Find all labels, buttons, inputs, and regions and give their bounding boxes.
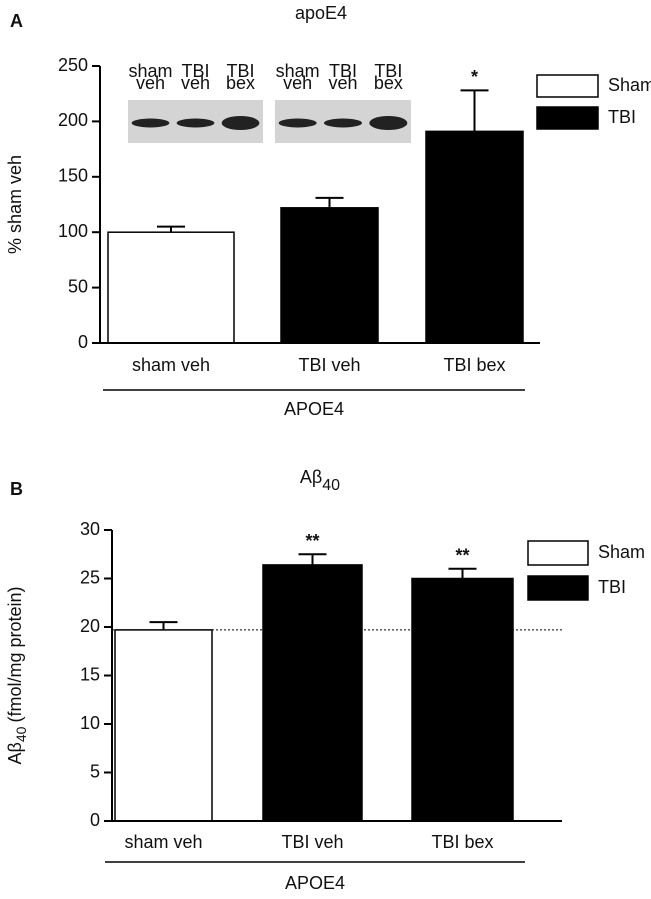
legend-swatch <box>536 106 599 130</box>
chart-title: Aβ40 <box>300 467 340 494</box>
y-label-text: Aβ <box>5 742 25 764</box>
blot-band <box>369 116 408 130</box>
x-tick-label: TBI veh <box>281 832 343 852</box>
panel-label: A <box>10 11 23 31</box>
bar <box>425 130 524 344</box>
y-tick-label: 150 <box>58 166 88 186</box>
chart-title: apoE4 <box>295 3 347 23</box>
y-tick-label: 50 <box>68 276 88 296</box>
y-tick-label: 200 <box>58 110 88 130</box>
blot-lane-label: TBI <box>181 61 209 81</box>
y-tick-label: 250 <box>58 55 88 75</box>
blot-lane-label: TBI <box>226 61 254 81</box>
bar <box>262 564 363 822</box>
error-bar <box>315 196 344 208</box>
blot-band <box>278 118 317 128</box>
legend-swatch <box>536 74 599 98</box>
title-text: apoE4 <box>295 3 347 23</box>
panel-label: B <box>10 479 23 499</box>
x-tick-label: TBI bex <box>431 832 493 852</box>
y-axis-label: % sham veh <box>5 155 25 254</box>
y-tick-label: 30 <box>80 519 100 539</box>
title-text: Aβ <box>300 467 322 487</box>
blot-lane-label: TBI <box>374 61 402 81</box>
x-tick-label: TBI bex <box>443 355 505 375</box>
y-label-subscript: 40 <box>13 726 29 742</box>
y-label-text: % sham veh <box>5 155 25 254</box>
legend-label: Sham <box>608 75 651 95</box>
y-axis-label: Aβ40 (fmol/mg protein) <box>5 587 29 765</box>
y-tick-label: 15 <box>80 664 100 684</box>
blot-lane-label: veh <box>181 73 210 93</box>
y-tick-label: 10 <box>80 713 100 733</box>
legend-swatch <box>527 575 589 601</box>
error-bar <box>157 225 185 233</box>
blot-lane-label: sham <box>128 61 172 81</box>
error-bar <box>149 621 178 630</box>
significance-marker: * <box>471 67 478 87</box>
bar <box>114 629 213 822</box>
blot-lane-label: veh <box>136 73 165 93</box>
group-label: APOE4 <box>285 873 345 893</box>
significance-marker: ** <box>455 546 469 566</box>
y-tick-label: 100 <box>58 221 88 241</box>
error-bar <box>460 89 489 132</box>
y-tick-label: 0 <box>90 810 100 830</box>
axes <box>111 530 562 822</box>
title-subscript: 40 <box>322 477 340 494</box>
significance-marker: ** <box>305 531 319 551</box>
blot-lane-label: bex <box>374 73 403 93</box>
axes <box>99 66 540 344</box>
blot-lane-label: sham <box>276 61 320 81</box>
blot-lane-label: TBI <box>329 61 357 81</box>
legend-swatch <box>527 540 589 566</box>
error-bar <box>448 567 477 579</box>
x-tick-label: TBI veh <box>298 355 360 375</box>
x-tick-label: sham veh <box>132 355 210 375</box>
y-label-suffix: (fmol/mg protein) <box>5 587 25 723</box>
bar <box>107 231 235 344</box>
error-bar <box>298 553 327 565</box>
blot-band <box>323 118 363 128</box>
blot-band <box>131 118 170 128</box>
legend-label: TBI <box>598 577 626 597</box>
legend-label: Sham <box>598 542 645 562</box>
bar <box>280 207 379 344</box>
x-tick-label: sham veh <box>124 832 202 852</box>
group-label: APOE4 <box>284 399 344 419</box>
blot-band <box>221 116 260 130</box>
bar <box>411 577 514 822</box>
y-tick-label: 20 <box>80 616 100 636</box>
blot-lane-label: veh <box>328 73 357 93</box>
y-tick-label: 0 <box>78 332 88 352</box>
blot-lane-label: veh <box>283 73 312 93</box>
y-tick-label: 25 <box>80 567 100 587</box>
legend-label: TBI <box>608 107 636 127</box>
y-tick-label: 5 <box>90 761 100 781</box>
blot-lane-label: bex <box>226 73 255 93</box>
blot-band <box>176 118 215 128</box>
